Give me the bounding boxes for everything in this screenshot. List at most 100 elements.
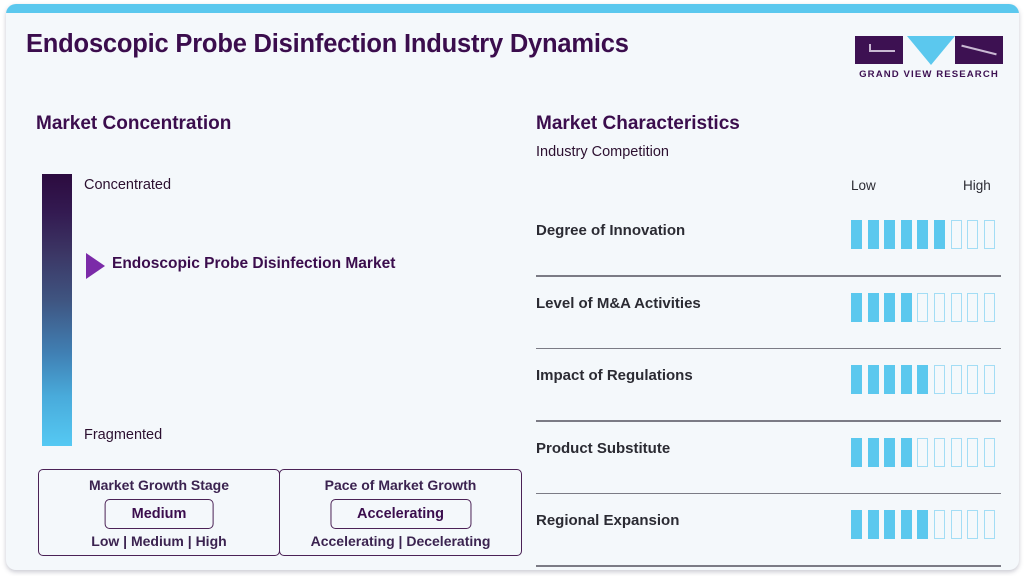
market-growth-stage-value: Medium — [131, 506, 187, 522]
market-concentration-panel: Market Concentration Concentrated Fragme… — [6, 87, 522, 570]
row-divider — [536, 420, 1001, 422]
characteristic-row: Regional Expansion — [516, 494, 1019, 567]
characteristic-label: Product Substitute — [536, 439, 671, 457]
market-growth-stage-title: Market Growth Stage — [88, 477, 230, 493]
pace-of-market-growth-title: Pace of Market Growth — [324, 477, 477, 493]
meter-segment-filled — [851, 292, 862, 322]
meter-segment-filled — [900, 437, 912, 467]
scale-top-label: Concentrated — [84, 177, 172, 193]
meter-segment-empty — [983, 292, 995, 322]
meter-segment-filled — [900, 292, 912, 322]
characteristic-meter — [851, 292, 995, 322]
meter-segment-filled — [851, 510, 862, 539]
meter-scale-low-label: Low — [851, 178, 876, 193]
market-growth-stage-box: Market Growth Stage Medium Low | Medium … — [38, 469, 280, 556]
characteristic-label: Regional Expansion — [536, 512, 680, 529]
concentration-gradient-scale — [42, 174, 72, 446]
logo-marks — [855, 33, 1003, 67]
meter-segment-filled — [900, 220, 912, 249]
meter-scale-high-label: High — [963, 178, 991, 193]
pace-of-market-growth-value: Accelerating — [356, 506, 445, 522]
characteristic-meter — [851, 437, 995, 467]
meter-segment-empty — [933, 365, 945, 394]
characteristic-label: Impact of Regulations — [536, 367, 693, 384]
meter-segment-filled — [851, 437, 862, 467]
grand-view-research-logo: GRAND VIEW RESEARCH — [855, 33, 1003, 87]
logo-g-notch — [869, 50, 895, 52]
logo-g-stem — [869, 44, 871, 52]
meter-segment-empty — [950, 437, 962, 467]
top-accent-bar — [6, 4, 1019, 13]
meter-segment-filled — [933, 220, 945, 249]
meter-segment-empty — [967, 365, 979, 394]
row-divider — [536, 275, 1001, 277]
meter-segment-empty — [967, 437, 979, 467]
meter-segment-empty — [917, 292, 929, 322]
meter-segment-empty — [950, 365, 962, 394]
characteristic-row: Degree of Innovation — [516, 204, 1019, 277]
page-title: Endoscopic Probe Disinfection Industry D… — [26, 30, 629, 58]
characteristic-meter — [851, 220, 995, 249]
meter-segment-empty — [983, 365, 995, 394]
meter-segment-empty — [950, 292, 962, 322]
meter-segment-empty — [983, 437, 995, 467]
characteristics-rows: Degree of Innovation Level of M&A Activit… — [516, 204, 1019, 567]
row-divider — [536, 492, 1001, 494]
meter-segment-filled — [917, 365, 929, 394]
meter-segment-filled — [851, 220, 862, 249]
meter-segment-filled — [884, 292, 896, 322]
meter-segment-filled — [884, 220, 896, 249]
meter-segment-filled — [867, 510, 879, 539]
meter-segment-empty — [967, 292, 979, 322]
meter-segment-empty — [950, 510, 962, 539]
meter-segment-empty — [933, 437, 945, 467]
meter-segment-empty — [983, 510, 995, 539]
meter-segment-filled — [900, 510, 912, 539]
market-position-label: Endoscopic Probe Disinfection Market — [112, 255, 396, 272]
meter-segment-filled — [884, 437, 896, 467]
infographic-card: Endoscopic Probe Disinfection Industry D… — [6, 4, 1019, 570]
meter-segment-filled — [884, 365, 896, 394]
characteristic-meter — [851, 510, 995, 539]
meter-segment-filled — [917, 510, 929, 539]
market-growth-stage-value-chip: Medium — [104, 499, 214, 529]
characteristic-row: Level of M&A Activities — [516, 277, 1019, 349]
pace-of-market-growth-box: Pace of Market Growth Accelerating Accel… — [279, 469, 522, 556]
header: Endoscopic Probe Disinfection Industry D… — [6, 13, 1019, 87]
pace-of-market-growth-scale: Accelerating | Decelerating — [310, 533, 491, 549]
market-growth-stage-scale: Low | Medium | High — [91, 533, 227, 549]
characteristic-label: Degree of Innovation — [536, 222, 686, 239]
market-characteristics-panel: Market Characteristics Industry Competit… — [516, 87, 1019, 570]
meter-segment-filled — [867, 220, 879, 249]
market-characteristics-subtitle: Industry Competition — [536, 144, 669, 160]
meter-segment-empty — [950, 220, 962, 249]
meter-segment-empty — [967, 220, 979, 249]
pace-of-market-growth-value-chip: Accelerating — [329, 499, 472, 529]
logo-r-slash — [961, 44, 997, 56]
logo-v-triangle-icon — [907, 36, 955, 65]
meter-segment-filled — [867, 292, 879, 322]
logo-g-block-icon — [855, 36, 903, 64]
meter-segment-filled — [900, 365, 912, 394]
row-divider — [536, 565, 1001, 567]
logo-wordmark: GRAND VIEW RESEARCH — [859, 69, 999, 80]
market-position-marker-icon — [86, 253, 105, 279]
characteristic-row: Impact of Regulations — [516, 349, 1019, 422]
characteristic-row: Product Substitute — [516, 422, 1019, 494]
characteristic-label: Level of M&A Activities — [536, 294, 701, 312]
characteristic-meter — [851, 365, 995, 394]
meter-segment-empty — [967, 510, 979, 539]
meter-segment-empty — [933, 292, 945, 322]
meter-segment-filled — [851, 365, 862, 394]
meter-segment-empty — [917, 437, 929, 467]
meter-segment-empty — [983, 220, 995, 249]
row-divider — [536, 347, 1001, 349]
logo-r-block-icon — [955, 36, 1003, 64]
meter-segment-filled — [884, 510, 896, 539]
meter-segment-filled — [867, 365, 879, 394]
meter-segment-filled — [867, 437, 879, 467]
meter-segment-filled — [917, 220, 929, 249]
scale-bottom-label: Fragmented — [84, 427, 163, 443]
market-characteristics-title: Market Characteristics — [536, 113, 740, 134]
meter-segment-empty — [933, 510, 945, 539]
